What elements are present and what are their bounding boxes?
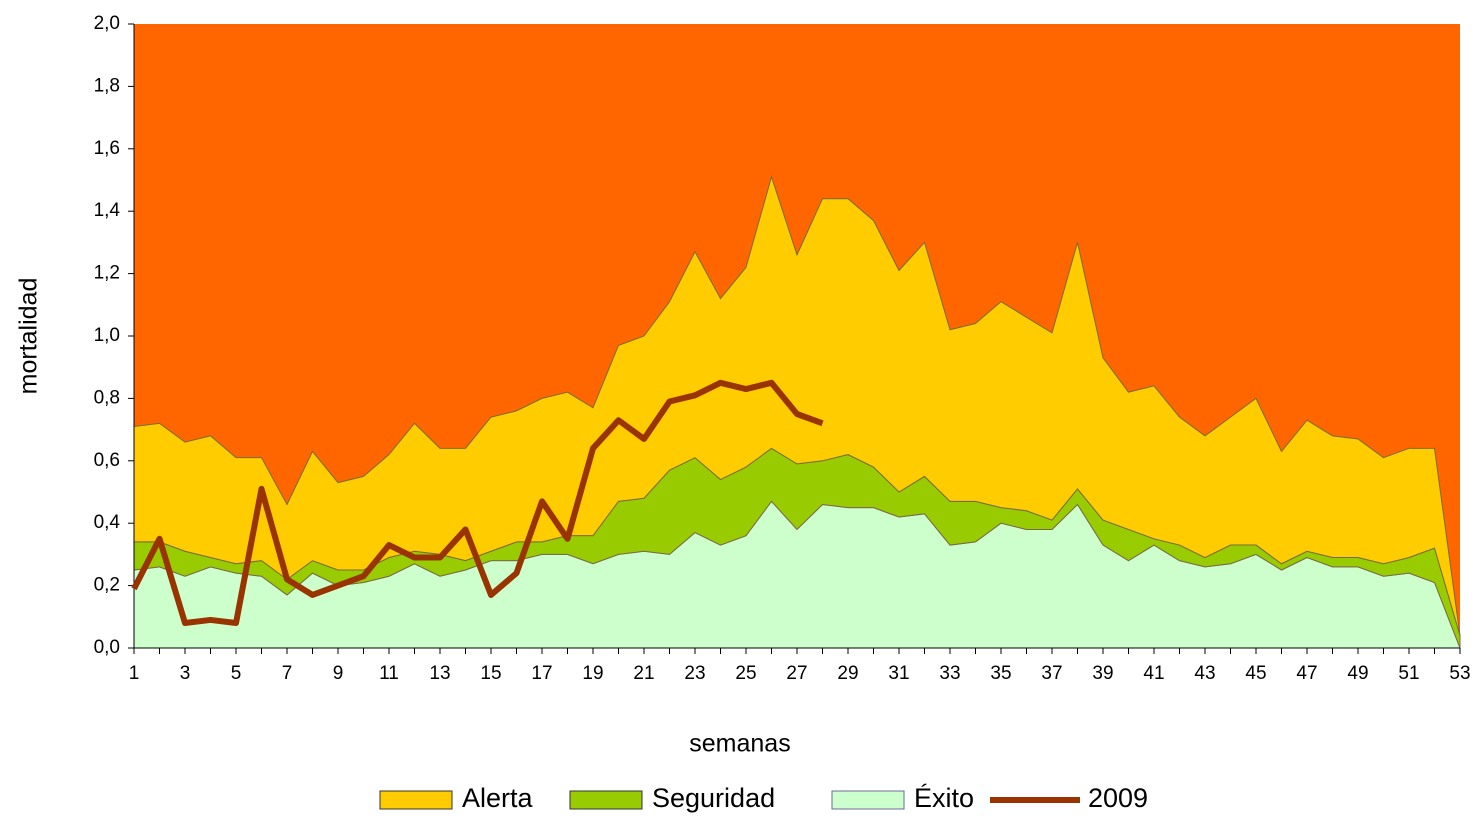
legend-label: 2009 xyxy=(1088,783,1148,813)
x-tick-label: 33 xyxy=(939,663,960,684)
x-tick-label: 21 xyxy=(633,663,654,684)
y-axis-label: mortalidad xyxy=(15,278,43,395)
y-tick-label: 0,2 xyxy=(94,575,120,596)
x-tick-label: 39 xyxy=(1092,663,1113,684)
y-tick-label: 1,6 xyxy=(94,138,120,159)
x-tick-label: 37 xyxy=(1041,663,1062,684)
x-tick-label: 19 xyxy=(582,663,603,684)
x-tick-label: 41 xyxy=(1143,663,1164,684)
x-tick-label: 17 xyxy=(531,663,552,684)
y-tick-label: 0,8 xyxy=(94,387,120,408)
y-tick-label: 1,4 xyxy=(94,200,121,221)
x-axis-label: semanas xyxy=(689,730,790,758)
x-tick-label: 43 xyxy=(1194,663,1215,684)
area xyxy=(133,175,1461,636)
x-tick-label: 53 xyxy=(1449,663,1470,684)
x-tick-label: 11 xyxy=(379,663,399,684)
x-tick-label: 49 xyxy=(1347,663,1368,684)
y-tick-label: 1,2 xyxy=(94,263,120,284)
line xyxy=(131,379,824,627)
legend-swatch xyxy=(379,790,453,810)
x-tick-label: 51 xyxy=(1398,663,1419,684)
x-tick-label: 31 xyxy=(888,663,909,684)
x-tick-label: 7 xyxy=(282,663,293,684)
x-tick-label: 25 xyxy=(735,663,756,684)
legend-label: Seguridad xyxy=(652,783,775,813)
x-tick-label: 35 xyxy=(990,663,1011,684)
x-tick-label: 15 xyxy=(480,663,501,684)
legend-swatch xyxy=(569,790,643,810)
x-tick-label: 45 xyxy=(1245,663,1266,684)
y-tick-label: 0,6 xyxy=(94,450,120,471)
x-tick-label: 9 xyxy=(333,663,344,684)
x-tick-label: 5 xyxy=(231,663,242,684)
x-tick-label: 1 xyxy=(129,663,140,684)
y-tick-label: 1,0 xyxy=(94,325,120,346)
y-tick-label: 0,4 xyxy=(94,512,121,533)
y-tick-label: 1,8 xyxy=(94,75,120,96)
legend-swatch xyxy=(831,790,905,810)
x-tick-label: 47 xyxy=(1296,663,1317,684)
x-tick-label: 27 xyxy=(786,663,807,684)
x-tick-label: 3 xyxy=(180,663,191,684)
legend-label: Éxito xyxy=(914,783,974,813)
x-tick-label: 29 xyxy=(837,663,858,684)
y-tick-label: 0,0 xyxy=(94,637,120,658)
legend-label: Alerta xyxy=(462,783,534,813)
x-tick-label: 13 xyxy=(429,663,450,684)
y-tick-label: 2,0 xyxy=(94,13,120,34)
x-tick-label: 23 xyxy=(684,663,705,684)
